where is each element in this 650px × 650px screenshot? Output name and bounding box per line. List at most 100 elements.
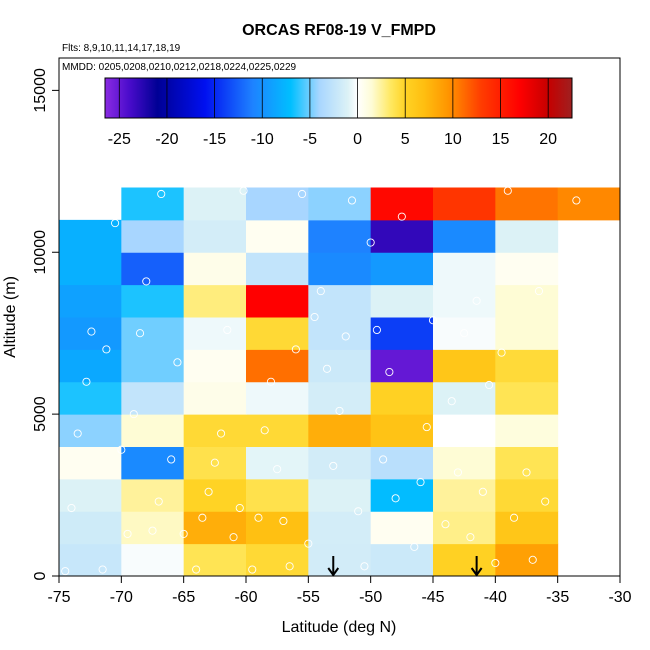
sample-point <box>167 455 176 464</box>
y-axis: 0 5000 10000 15000 <box>32 68 59 580</box>
heatmap-cell <box>495 284 559 318</box>
heatmap-cell <box>495 381 559 415</box>
heatmap-cell <box>495 414 559 447</box>
heatmap-cell <box>121 478 185 512</box>
heatmap-cell <box>183 187 247 221</box>
sample-point <box>441 520 450 529</box>
heatmap-cell <box>121 187 185 221</box>
sample-point <box>61 567 70 576</box>
sample-point <box>354 507 363 516</box>
x-axis: -75 -70 -65 -60 -55 -50 -45 -40 -35 -30 <box>47 576 632 606</box>
sample-point <box>198 513 207 522</box>
heatmap-cell <box>183 543 247 576</box>
x-tick-label: -40 <box>484 589 507 606</box>
heatmap-cell <box>59 349 122 383</box>
colorbar-tick-label: -15 <box>203 131 226 148</box>
heatmap-cell <box>557 187 620 221</box>
sample-point <box>379 455 388 464</box>
heatmap-cell <box>495 543 559 576</box>
heatmap-cell <box>183 446 247 480</box>
sample-point <box>210 458 219 467</box>
x-tick-label: -75 <box>47 589 70 606</box>
sample-point <box>485 380 494 390</box>
heatmap-cell <box>433 349 496 383</box>
heatmap-cell <box>183 349 247 383</box>
heatmap-cell <box>433 317 496 350</box>
heatmap-cell <box>433 414 496 447</box>
heatmap-cell <box>433 543 496 576</box>
heatmap-cell <box>308 219 372 253</box>
x-tick-label: -35 <box>546 589 569 606</box>
heatmap-cell <box>308 478 372 512</box>
heatmap-cell <box>59 543 122 576</box>
heatmap-cell <box>495 511 559 545</box>
sample-point <box>173 358 182 367</box>
flight-markers <box>327 556 483 577</box>
heatmap-cell <box>433 381 496 415</box>
sample-point <box>428 316 438 325</box>
sample-point <box>304 539 313 548</box>
heatmap-cell <box>495 317 559 350</box>
heatmap-cell <box>246 317 309 350</box>
sample-point <box>472 296 481 305</box>
heatmap-cell <box>308 414 372 447</box>
x-tick-label: -50 <box>359 589 382 606</box>
heatmap-cell <box>370 511 434 545</box>
heatmap-cell <box>121 511 185 545</box>
sample-point <box>397 212 406 221</box>
sample-point <box>503 186 512 195</box>
colorbar-tick-label: 20 <box>539 131 557 148</box>
sample-point <box>316 287 325 296</box>
x-tick-label: -65 <box>172 589 195 606</box>
sample-point <box>142 277 151 286</box>
sample-point <box>204 487 213 496</box>
flights-annotation: Flts: 8,9,10,11,14,17,18,19 <box>62 43 181 54</box>
colorbar-tick-lines <box>118 78 549 118</box>
y-tick-label: 0 <box>32 571 49 580</box>
heatmap-cell <box>183 511 247 545</box>
heatmap-cell <box>121 219 185 253</box>
sample-point <box>341 332 350 341</box>
heatmap-cell <box>246 284 309 318</box>
heatmap-cell <box>121 414 185 447</box>
sample-point <box>254 513 263 522</box>
heatmap-cells <box>59 187 620 576</box>
y-tick-label: 10000 <box>32 230 49 275</box>
heatmap-cell <box>370 381 434 415</box>
sample-point <box>528 555 537 564</box>
colorbar: -25 -20 -15 -10 -5 0 5 10 15 20 <box>104 77 573 148</box>
sample-point <box>148 526 157 535</box>
chart-title: ORCAS RF08-19 V_FMPD <box>242 22 436 39</box>
sample-point <box>310 312 319 322</box>
heatmap-cell <box>246 478 309 512</box>
sample-point <box>154 497 163 506</box>
colorbar-frame <box>104 77 573 119</box>
heatmap-cell <box>433 511 496 545</box>
sample-point <box>347 196 357 205</box>
heatmap-cell <box>308 284 372 318</box>
heatmap-cell <box>246 414 309 447</box>
sample-point <box>179 529 188 538</box>
colorbar-tick-label: -5 <box>303 131 317 148</box>
heatmap-cell <box>183 219 247 253</box>
sample-point <box>322 364 332 373</box>
heatmap-cell <box>183 284 247 318</box>
sample-point <box>329 461 338 470</box>
heatmap-cell <box>495 349 559 383</box>
heatmap-cell <box>308 381 372 415</box>
heatmap-cell <box>183 414 247 447</box>
heatmap-cell <box>495 446 559 480</box>
sample-point <box>385 367 394 377</box>
sample-point <box>460 329 469 338</box>
heatmap-cell <box>433 219 496 253</box>
heatmap-cell <box>433 284 496 318</box>
colorbar-tick-label: -25 <box>108 131 131 148</box>
x-tick-label: -70 <box>110 589 133 606</box>
colorbar-tick-label: 10 <box>444 131 462 148</box>
x-tick-label: -30 <box>608 589 631 606</box>
flight-arrow-marker <box>470 556 483 577</box>
dates-annotation: MMDD: 0205,0208,0210,0212,0218,0224,0225… <box>62 62 297 73</box>
heatmap-cell <box>59 284 122 318</box>
heatmap-cell <box>308 317 372 350</box>
sample-point <box>192 565 201 574</box>
